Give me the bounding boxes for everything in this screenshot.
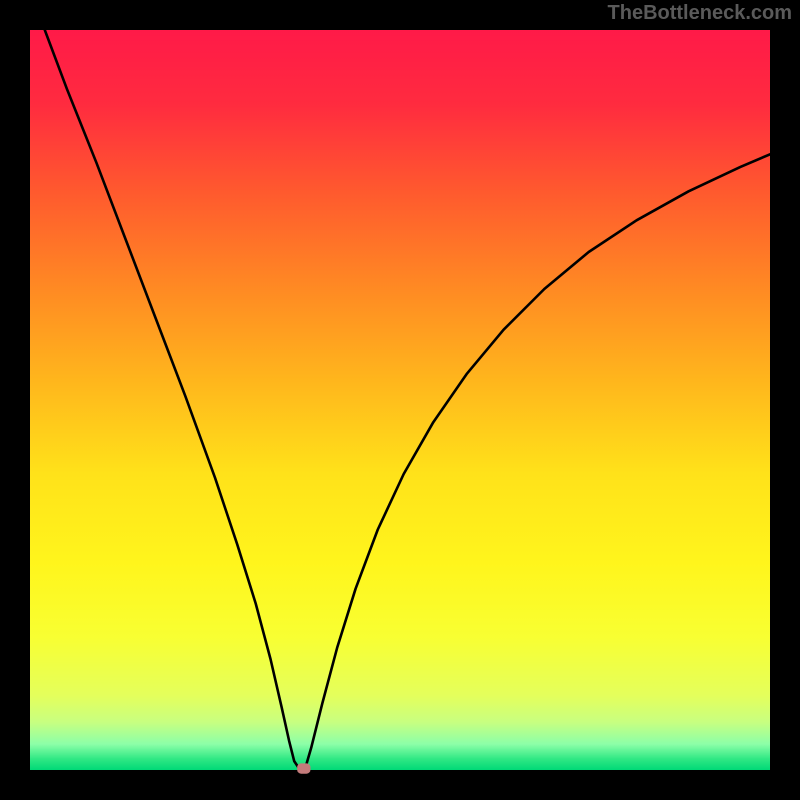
plot-background-gradient (30, 30, 770, 770)
chart-svg (0, 0, 800, 800)
watermark-text: TheBottleneck.com (608, 2, 792, 25)
optimal-point-marker (297, 763, 310, 773)
chart-stage: TheBottleneck.com (0, 0, 800, 800)
